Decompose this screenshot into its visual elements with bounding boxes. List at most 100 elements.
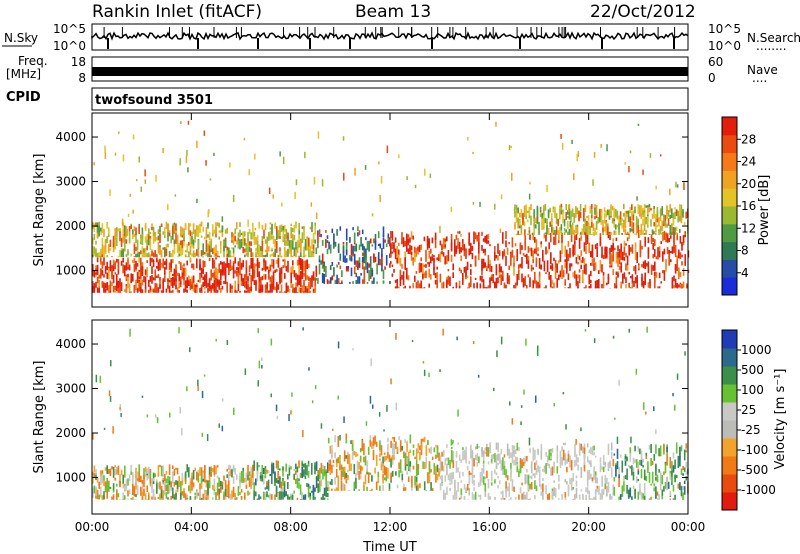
echo-cell [450,239,453,245]
echo-cell [176,480,179,490]
echo-cell [132,209,134,214]
echo-cell [577,261,579,265]
echo-cell [577,254,579,259]
echo-cell [169,412,171,418]
echo-cell [350,463,352,471]
x-tick-label: 00:00 [75,520,110,534]
echo-cell [619,494,622,500]
echo-cell [545,272,547,275]
echo-cell [202,478,204,482]
echo-cell [447,474,450,481]
echo-cell [673,238,675,247]
echo-cell [636,278,638,289]
echo-cell [497,277,499,284]
echo-cell [117,280,120,288]
echo-cell [229,253,232,258]
echo-cell [647,466,649,473]
echo-cell [561,242,563,255]
echo-cell [188,275,190,281]
echo-cell [218,236,220,240]
echo-cell [337,486,340,491]
echo-cell [486,234,488,244]
echo-cell [175,223,177,231]
echo-cell [450,244,453,252]
echo-cell [352,227,354,231]
echo-cell [404,487,407,491]
echo-cell [186,464,188,473]
echo-cell [100,231,102,236]
freq-trace [92,67,688,76]
echo-cell [261,275,264,281]
echo-cell [591,204,593,210]
echo-cell [244,478,246,483]
echo-cell [296,474,299,478]
echo-cell [298,275,300,286]
echo-cell [295,463,297,469]
echo-cell [602,276,605,286]
echo-cell [130,253,132,257]
echo-cell [291,494,294,500]
echo-cell [199,274,201,283]
echo-cell [184,478,187,482]
echo-cell [420,263,422,273]
echo-cell [146,242,148,251]
echo-cell [502,251,504,258]
echo-cell [361,252,364,256]
echo-cell [470,242,472,255]
echo-cell [532,450,535,462]
echo-cell [136,250,139,255]
echo-cell [143,275,145,283]
echo-cell [585,245,587,254]
echo-cell [192,482,195,488]
echo-cell [220,261,222,265]
echo-cell [407,234,410,238]
echo-cell [518,471,520,478]
echo-cell [120,237,123,248]
echo-cell [119,474,121,487]
echo-cell [563,218,566,227]
echo-cell [567,287,570,289]
echo-cell [487,263,490,269]
echo-cell [585,494,587,500]
echo-cell [680,445,683,452]
colorbar-swatch [722,456,737,475]
echo-cell [590,463,592,467]
echo-cell [529,448,531,453]
echo-cell [298,478,300,482]
echo-cell [240,262,243,270]
echo-cell [650,443,652,453]
echo-cell [613,233,615,235]
echo-cell [630,276,632,279]
echo-cell [93,289,96,293]
echo-cell [290,249,292,258]
echo-cell [176,242,179,253]
echo-cell [116,490,118,500]
echo-cell [292,260,294,268]
echo-cell [226,339,229,345]
echo-cell [494,281,496,289]
echo-cell [679,252,682,260]
echo-cell [565,204,567,211]
echo-cell [363,276,366,284]
echo-cell [470,472,472,475]
echo-cell [473,475,475,478]
echo-cell [540,241,542,245]
echo-cell [511,445,514,457]
echo-cell [580,427,582,432]
echo-cell [527,274,530,278]
echo-cell [593,451,595,456]
echo-cell [269,284,272,293]
echo-cell [634,459,636,463]
echo-cell [353,253,356,265]
echo-cell [449,276,451,287]
echo-cell [245,266,248,278]
echo-cell [672,465,675,473]
echo-cell [296,477,299,488]
echo-cell [617,245,619,251]
echo-cell [335,468,338,478]
echo-cell [152,232,155,244]
echo-cell [267,470,270,474]
echo-cell [616,448,619,459]
echo-cell [218,484,220,487]
echo-cell [135,494,137,498]
